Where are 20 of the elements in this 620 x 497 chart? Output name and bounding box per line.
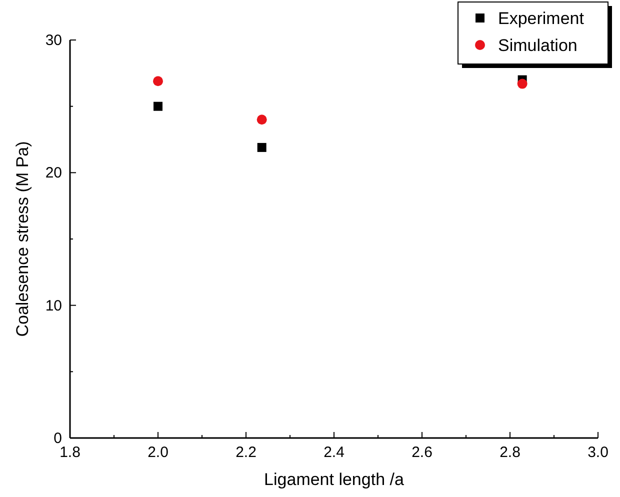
x-tick-label: 2.8	[500, 444, 520, 461]
point	[257, 142, 266, 152]
y-tick-label: 30	[45, 32, 62, 49]
point	[154, 102, 162, 111]
x-tick-label: 1.8	[60, 444, 80, 461]
point	[153, 76, 163, 86]
point	[256, 114, 267, 125]
legend-label: Simulation	[498, 36, 578, 55]
y-tick-label: 20	[45, 164, 62, 182]
x-axis-title: Ligament length /a	[264, 470, 404, 489]
point	[517, 78, 528, 89]
x-tick-label: 2.6	[412, 444, 432, 461]
x-tick-label: 2.2	[236, 444, 256, 461]
y-axis-title: Coalesence stress (M Pa)	[13, 141, 32, 337]
y-tick-label: 0	[54, 430, 62, 447]
x-tick-label: 2.4	[324, 444, 344, 461]
x-tick-label: 2.0	[148, 444, 168, 461]
y-tick-label: 10	[45, 297, 62, 314]
x-tick-label: 3.0	[588, 444, 608, 461]
legend-label: Experiment	[498, 9, 584, 28]
